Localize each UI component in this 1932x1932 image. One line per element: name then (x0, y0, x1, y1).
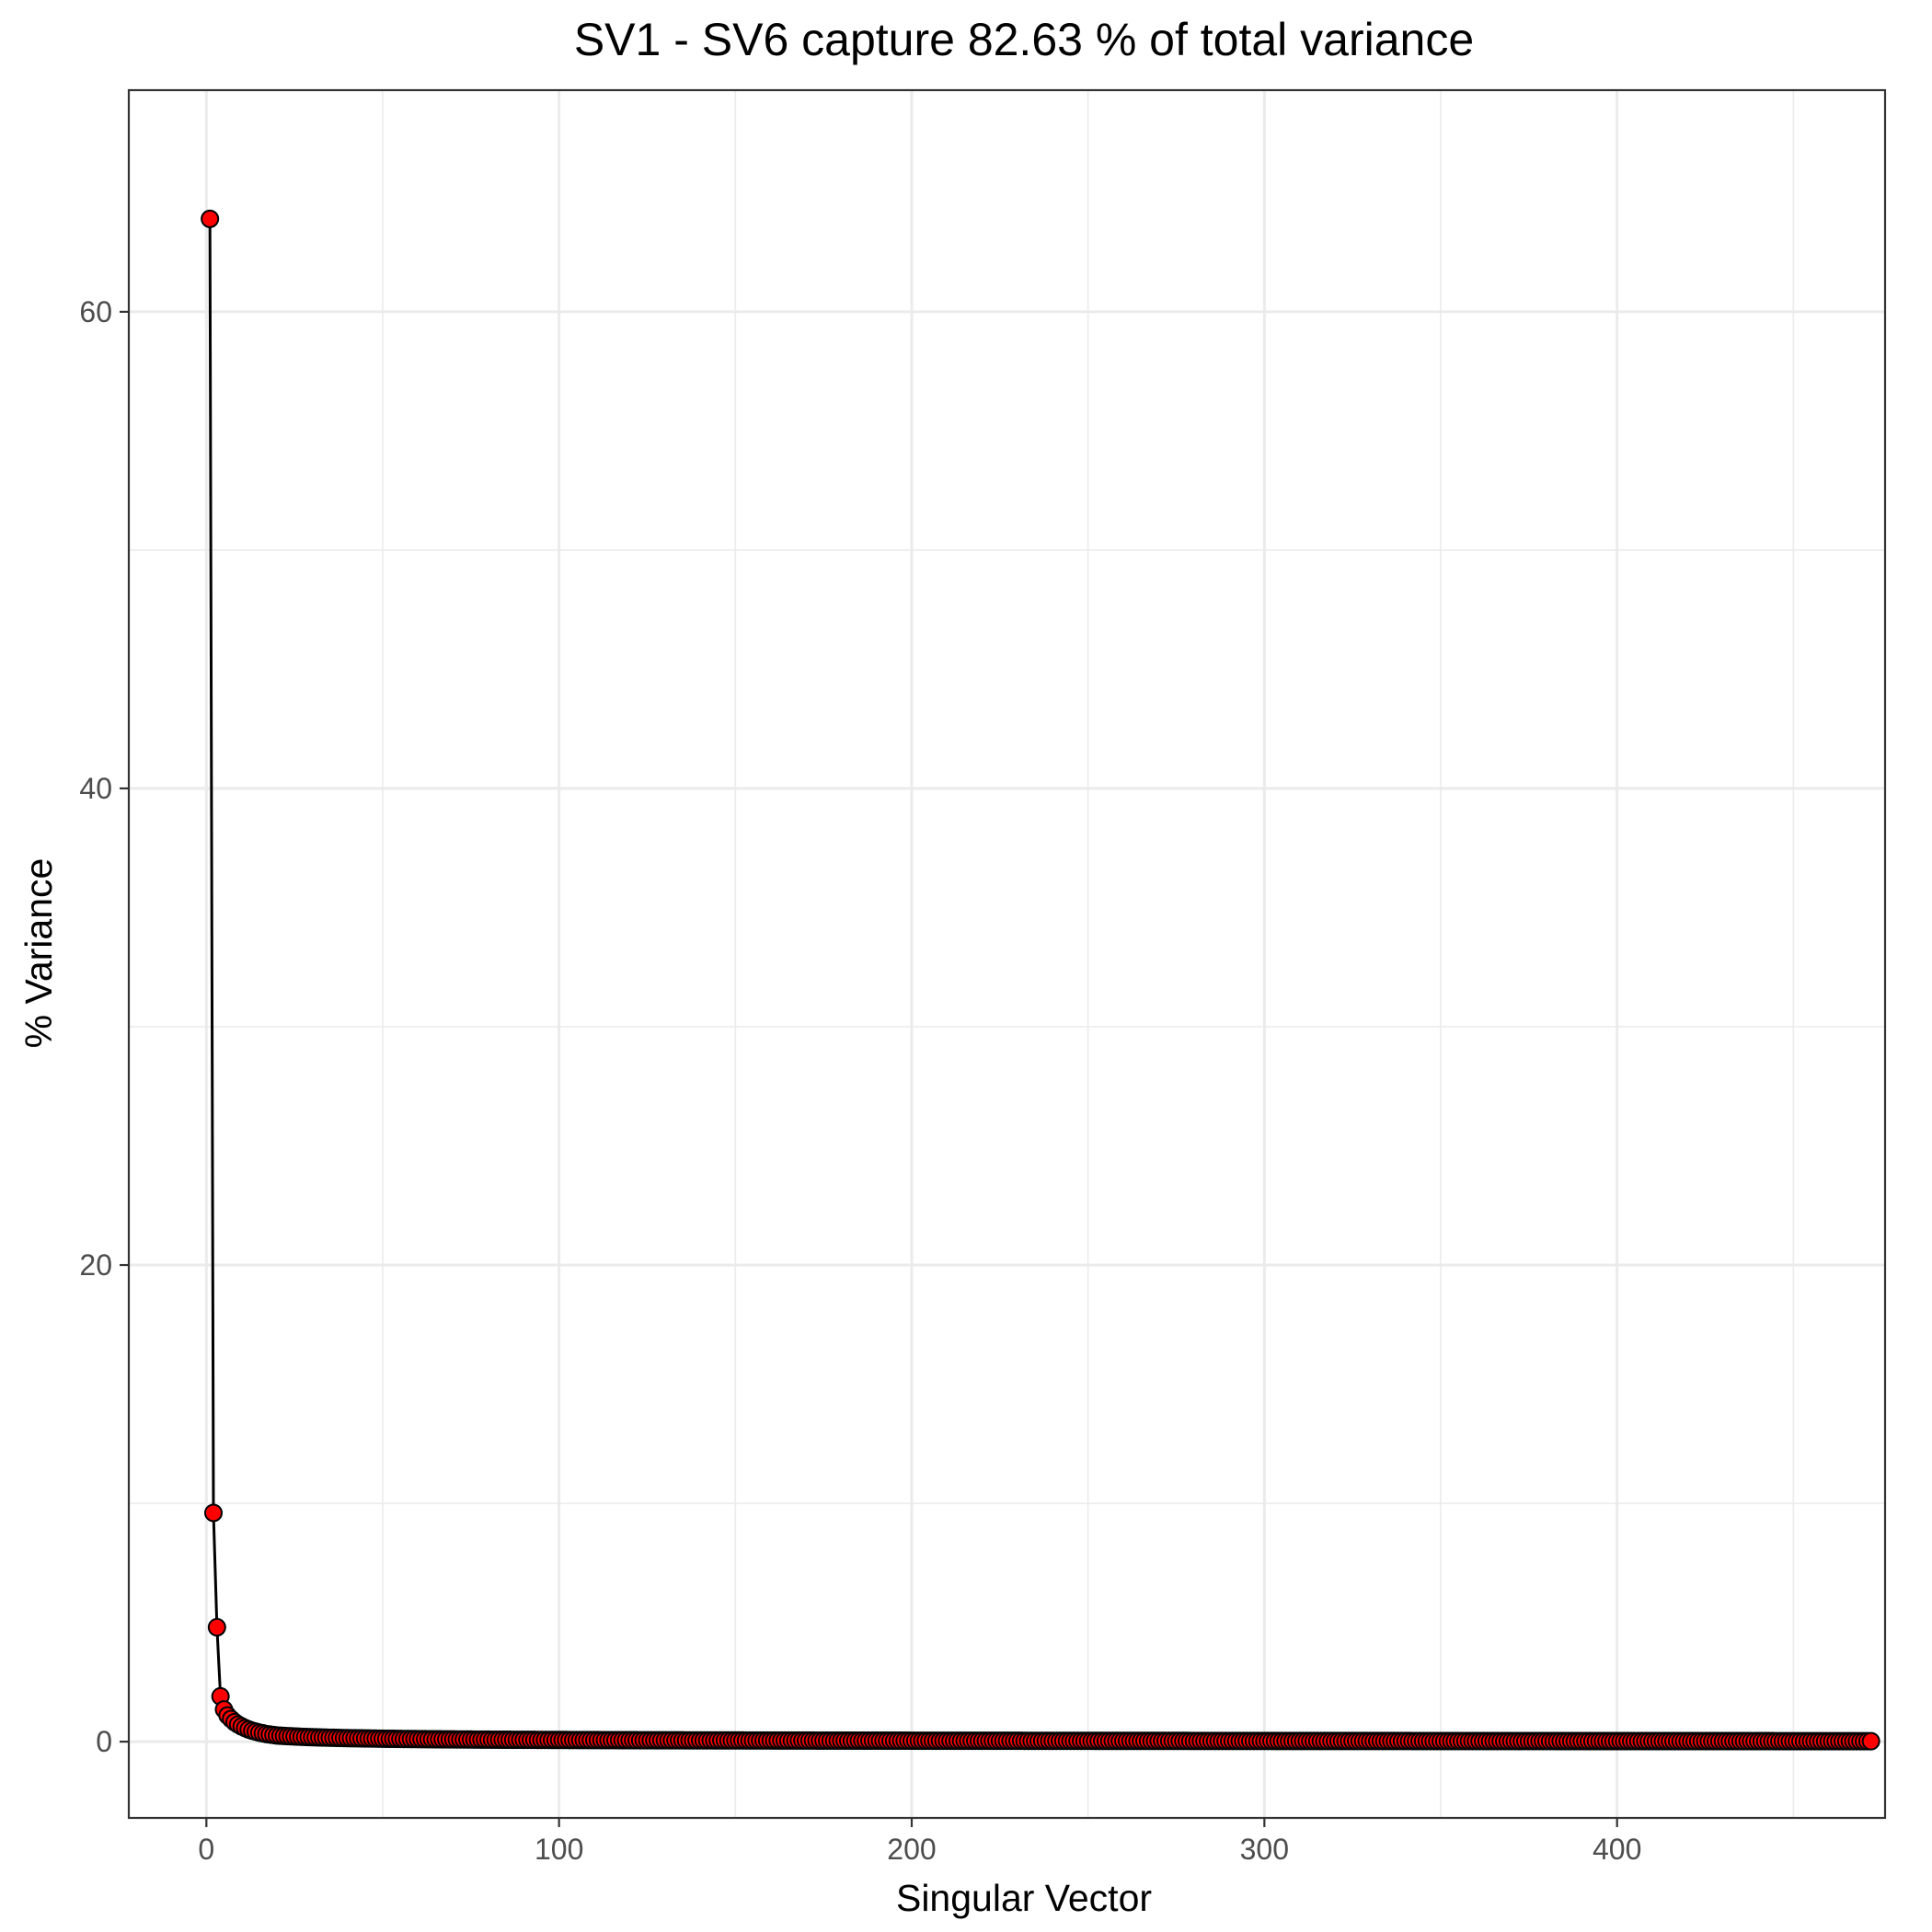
x-tick-label: 400 (1593, 1833, 1641, 1866)
y-axis-title: % Variance (17, 858, 60, 1049)
y-tick-label: 60 (79, 295, 112, 328)
points-group (201, 209, 1880, 1751)
x-tick-label: 0 (198, 1833, 214, 1866)
data-point (201, 209, 220, 228)
x-axis-title: Singular Vector (896, 1877, 1152, 1919)
chart-title: SV1 - SV6 capture 82.63 % of total varia… (574, 14, 1474, 65)
data-point (204, 1503, 223, 1523)
y-tick-label: 40 (79, 772, 112, 805)
panel-border (127, 88, 1887, 1820)
y-tick-label: 0 (96, 1725, 112, 1758)
x-tick-label: 200 (887, 1833, 936, 1866)
y-tick-label: 20 (79, 1248, 112, 1282)
axis-ticks: 0 100 200 300 400 0 20 40 60 (79, 295, 1641, 1866)
x-tick-label: 100 (535, 1833, 583, 1866)
x-tick-label: 300 (1240, 1833, 1289, 1866)
data-point (1861, 1731, 1880, 1751)
data-point (207, 1617, 226, 1637)
